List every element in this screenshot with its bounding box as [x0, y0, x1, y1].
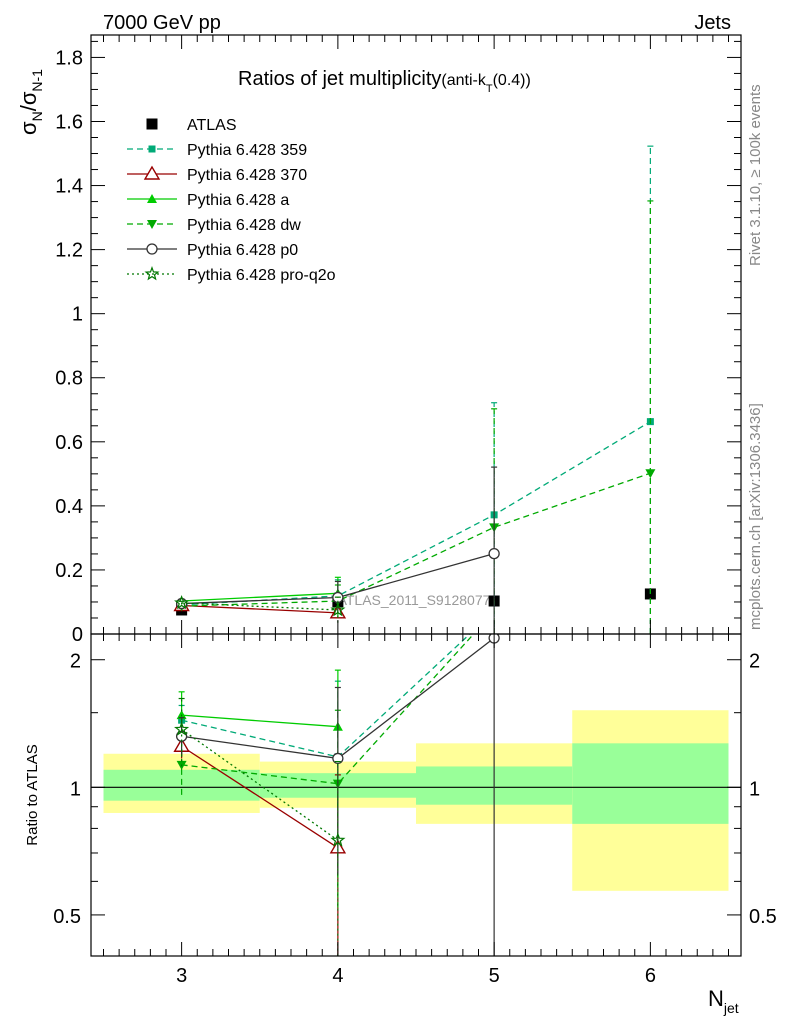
- legend-entry-3: Pythia 6.428 a: [127, 192, 289, 209]
- ratio-line-3: [181, 634, 475, 785]
- main-series-4: [176, 200, 656, 634]
- xlabel: Njet: [708, 986, 739, 1016]
- main-ytick-label-7: 1.4: [55, 176, 83, 198]
- ratio-ytick-label-1: 1: [70, 778, 81, 800]
- ratio-bands: [103, 710, 729, 891]
- ratio-ytick-label-right-1: 1: [749, 778, 760, 800]
- ratio-line-1: [181, 745, 339, 849]
- ratio-line-5: [181, 728, 339, 841]
- legend-marker-5: [146, 243, 158, 255]
- chart-title-main: Ratios of jet multiplicity: [238, 68, 441, 90]
- legend-label-5: Pythia 6.428 p0: [187, 242, 298, 259]
- mcplots-label: mcplots.cern.ch [arXiv:1306.3436]: [747, 403, 764, 630]
- legend-label-3: Pythia 6.428 a: [187, 192, 289, 209]
- legend: ATLAS Pythia 6.428 359 Pythia 6.428 370 Pyt…: [127, 117, 336, 284]
- band-inner-0: [103, 769, 260, 801]
- header-left: 7000 GeV pp: [103, 12, 221, 34]
- legend-label-1: Pythia 6.428 359: [187, 142, 307, 159]
- main-point-6-0: [174, 595, 190, 610]
- main-ytick-label-8: 1.6: [55, 111, 83, 133]
- legend-entry-2: Pythia 6.428 370: [127, 165, 307, 184]
- legend-marker-2: [143, 165, 161, 180]
- main-ytick-label-1: 0.2: [55, 560, 83, 582]
- legend-marker-1: [148, 145, 156, 153]
- xtick-label-1: 4: [332, 965, 343, 987]
- main-line-6: [181, 602, 338, 611]
- legend-label-4: Pythia 6.428 dw: [187, 217, 301, 234]
- legend-entry-6: Pythia 6.428 pro-q2o: [127, 266, 336, 284]
- main-point-4-3: [645, 469, 656, 479]
- main-line-3: [181, 592, 338, 602]
- legend-entry-1: Pythia 6.428 359: [127, 142, 307, 159]
- main-ytick-label-6: 1.2: [55, 240, 83, 262]
- main-ytick-label-4: 0.8: [55, 368, 83, 390]
- main-ytick-label-5: 1: [72, 304, 83, 326]
- chart-title: Ratios of jet multiplicity(anti-kT(0.4)): [238, 68, 531, 95]
- main-series-5: [175, 466, 500, 634]
- chart-title-sub: (anti-k: [441, 72, 486, 89]
- ratio-ytick-label-right-0: 0.5: [749, 906, 777, 928]
- ratio-series-5: [174, 697, 346, 956]
- legend-marker-3: [147, 194, 157, 203]
- main-series-2: [173, 597, 347, 619]
- ratio-ylabel: Ratio to ATLAS: [24, 744, 41, 845]
- watermark: ATLAS_2011_S9128077: [338, 592, 491, 608]
- main-series-6: [174, 595, 346, 623]
- legend-label-0: ATLAS: [187, 117, 237, 134]
- chart-title-tail: (0.4)): [493, 72, 531, 89]
- xtick-label-0: 3: [176, 965, 187, 987]
- ratio-ytick-label-0: 0.5: [53, 906, 81, 928]
- ratio-ytick-label-2: 2: [70, 651, 81, 673]
- ratio-ytick-label-right-2: 2: [749, 651, 760, 673]
- main-ytick-label-0: 0: [72, 624, 83, 646]
- main-point-6-1: [330, 602, 346, 617]
- svg-text:σN/σN-1: σN/σN-1: [16, 69, 45, 135]
- legend-entry-0: ATLAS: [146, 117, 237, 134]
- ratio-line-2: [181, 714, 338, 728]
- chart-title-subscript: T: [486, 83, 493, 95]
- main-ytick-label-3: 0.6: [55, 432, 83, 454]
- ratio-point-5-0: [174, 721, 190, 736]
- ratio-point-5-1: [330, 832, 346, 847]
- legend-entry-4: Pythia 6.428 dw: [127, 217, 301, 234]
- main-line-2: [181, 604, 338, 614]
- band-inner-3: [572, 743, 729, 824]
- main-series-3: [176, 576, 343, 610]
- legend-marker-6: [144, 266, 160, 281]
- xtick-label-3: 6: [645, 965, 656, 987]
- legend-entry-5: Pythia 6.428 p0: [127, 242, 298, 259]
- main-ytick-label-9: 1.8: [55, 47, 83, 69]
- main-panel: 0 0.2 0.4 0.6 0.8 1 1.2 1.4 1.6 1.8: [55, 34, 742, 646]
- main-ytick-label-2: 0.4: [55, 496, 83, 518]
- main-line-4: [181, 472, 651, 607]
- xtick-label-2: 5: [489, 965, 500, 987]
- main-line-1: [181, 421, 651, 606]
- legend-marker-0: [146, 118, 158, 130]
- legend-marker-4: [147, 220, 157, 229]
- ratio-point-4-1: [332, 752, 344, 765]
- legend-label-6: Pythia 6.428 pro-q2o: [187, 267, 336, 284]
- legend-label-2: Pythia 6.428 370: [187, 167, 307, 184]
- ratio-panel: 0.5 0.5 1 1 2 2 3 4 5 6: [53, 633, 777, 987]
- main-ylabel: σN/σN-1: [16, 69, 45, 135]
- rivet-label: Rivet 3.1.10, ≥ 100k events: [747, 84, 764, 266]
- header-right: Jets: [694, 12, 731, 34]
- main-point-5-2: [488, 547, 500, 560]
